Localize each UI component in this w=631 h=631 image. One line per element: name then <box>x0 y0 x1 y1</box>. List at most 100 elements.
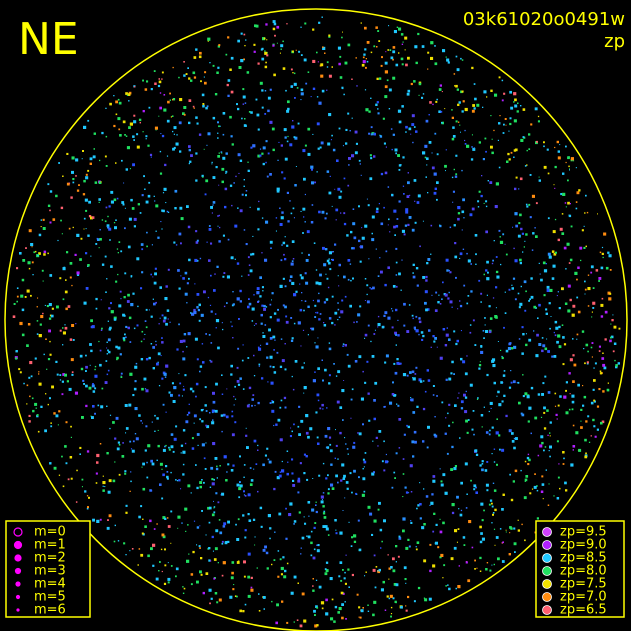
star <box>335 429 336 431</box>
star <box>151 462 155 466</box>
star <box>510 381 513 384</box>
star <box>514 98 517 102</box>
star <box>520 138 524 142</box>
star <box>375 436 378 439</box>
star <box>538 303 541 307</box>
star <box>110 190 114 194</box>
star <box>227 520 230 524</box>
star <box>493 528 496 530</box>
star <box>602 256 604 259</box>
star <box>519 177 523 181</box>
star <box>463 284 466 287</box>
star <box>513 542 517 546</box>
star <box>187 67 189 69</box>
star <box>165 285 168 288</box>
star <box>583 395 587 399</box>
star <box>484 317 486 319</box>
star <box>376 101 379 104</box>
star <box>169 92 171 95</box>
star <box>195 230 198 233</box>
star <box>394 371 398 375</box>
star <box>547 217 550 220</box>
star <box>92 390 96 393</box>
star <box>473 484 477 488</box>
star <box>312 379 316 383</box>
star <box>231 143 234 146</box>
star <box>563 246 567 250</box>
star <box>252 235 254 237</box>
star <box>50 425 53 428</box>
star <box>158 323 160 325</box>
star <box>540 490 544 493</box>
star <box>37 430 40 433</box>
star <box>351 78 353 80</box>
star <box>557 291 559 293</box>
star <box>183 61 185 63</box>
star <box>315 411 318 414</box>
star <box>517 381 520 384</box>
star <box>194 258 198 262</box>
star <box>358 205 360 208</box>
star <box>242 514 245 517</box>
star <box>432 530 435 533</box>
star <box>86 450 90 453</box>
star <box>138 118 142 122</box>
star <box>12 315 16 318</box>
star <box>105 206 108 209</box>
star <box>84 490 87 493</box>
star <box>480 350 484 354</box>
star <box>362 60 366 64</box>
star <box>461 90 464 93</box>
star <box>217 215 219 217</box>
star <box>141 532 144 535</box>
star <box>207 132 211 136</box>
star <box>26 384 29 387</box>
star <box>238 172 240 174</box>
star <box>505 414 508 418</box>
star <box>358 355 362 359</box>
star <box>257 444 259 447</box>
star <box>128 91 132 95</box>
star <box>392 50 396 54</box>
star <box>154 126 158 130</box>
star <box>145 326 148 329</box>
star <box>572 445 576 448</box>
star <box>317 367 320 370</box>
star <box>486 294 488 296</box>
star <box>69 262 73 265</box>
star <box>337 187 341 191</box>
star <box>269 337 273 340</box>
star <box>300 345 302 347</box>
star <box>282 277 285 280</box>
star <box>592 307 595 309</box>
star <box>381 460 384 463</box>
star <box>405 208 409 212</box>
star <box>416 405 419 408</box>
star <box>165 364 169 368</box>
star <box>294 360 298 363</box>
star <box>380 270 383 274</box>
star <box>92 155 96 159</box>
star <box>439 518 441 520</box>
star <box>370 288 373 290</box>
star <box>515 176 518 179</box>
star <box>390 128 393 130</box>
star <box>243 58 245 61</box>
star <box>304 22 307 25</box>
star <box>554 218 557 221</box>
star <box>464 139 466 142</box>
star <box>394 600 397 603</box>
star <box>221 152 223 154</box>
star <box>83 383 85 385</box>
star <box>210 310 213 313</box>
star <box>524 309 527 312</box>
star <box>180 488 182 490</box>
star <box>317 147 320 150</box>
star <box>328 262 331 265</box>
star <box>161 341 164 344</box>
star <box>58 410 61 413</box>
star <box>418 320 422 324</box>
star <box>261 304 264 307</box>
zp-label: zp=7.5 <box>560 577 607 592</box>
star <box>449 300 453 304</box>
